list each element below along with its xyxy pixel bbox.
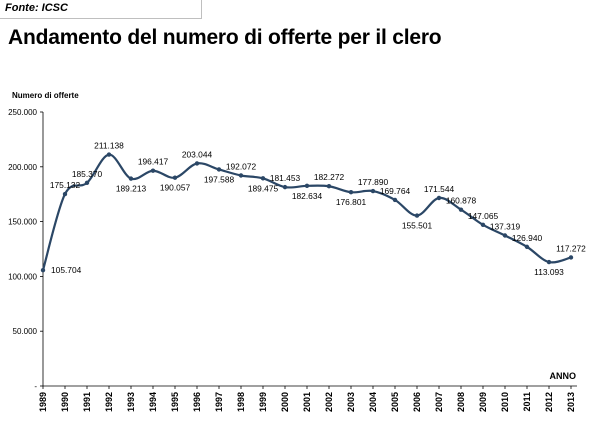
data-point	[524, 244, 530, 250]
data-point	[150, 168, 156, 173]
x-tick-label: 2005	[390, 392, 400, 412]
data-point	[546, 259, 552, 265]
x-tick-label: 1993	[126, 392, 136, 412]
data-point	[326, 184, 332, 189]
data-label: 175.132	[50, 180, 81, 190]
x-tick-label: 2007	[434, 392, 444, 412]
data-label: 137.319	[490, 221, 521, 231]
data-point	[568, 255, 574, 260]
x-tick-label: 1990	[60, 392, 70, 412]
data-label: 190.057	[160, 183, 191, 193]
data-label: 197.588	[204, 174, 235, 184]
data-label: 169.764	[380, 186, 411, 196]
data-label: 185.370	[72, 169, 103, 179]
x-tick-label: 1991	[82, 392, 92, 412]
x-tick-label: 2000	[280, 392, 290, 412]
data-label: 196.417	[138, 157, 169, 167]
data-point	[502, 233, 508, 238]
data-point	[238, 173, 244, 178]
data-point	[282, 184, 288, 190]
data-point	[348, 190, 354, 195]
y-tick-label: -	[34, 382, 37, 391]
data-label: 177.890	[358, 177, 389, 187]
data-point	[480, 222, 486, 228]
data-point	[414, 213, 420, 218]
x-tick-label: 2012	[544, 392, 554, 412]
source-label: Fonte: ICSC	[0, 0, 202, 19]
page-title: Andamento del numero di offerte per il c…	[8, 26, 442, 49]
data-label: 126.940	[512, 233, 543, 243]
data-point	[392, 197, 398, 203]
y-tick-label: 200.000	[8, 163, 37, 172]
y-tick-label: 100.000	[8, 272, 37, 281]
x-tick-label: 2008	[456, 392, 466, 412]
data-point	[62, 191, 68, 197]
x-tick-label: 2009	[478, 392, 488, 412]
data-point	[436, 195, 442, 201]
data-label: 147.065	[468, 211, 499, 221]
data-label: 182.272	[314, 172, 345, 182]
y-axis-title: Numero di offerte	[12, 91, 79, 100]
data-label: 105.704	[51, 265, 82, 275]
data-points	[40, 152, 574, 273]
data-point	[172, 175, 178, 180]
data-point	[84, 180, 90, 186]
data-label: 192.072	[226, 161, 257, 171]
x-tick-label: 1998	[236, 392, 246, 412]
data-label: 181.453	[270, 173, 301, 183]
x-tick-label: 2001	[302, 392, 312, 412]
data-label: 176.801	[336, 197, 367, 207]
y-tick-label: 50.000	[13, 327, 38, 336]
data-point	[216, 167, 222, 172]
x-tick-label: 2013	[566, 392, 576, 412]
data-label: 182.634	[292, 191, 323, 201]
data-label: 113.093	[534, 267, 564, 277]
x-tick-label: 1999	[258, 392, 268, 412]
x-tick-label: 2002	[324, 392, 334, 412]
x-tick-label: 1996	[192, 392, 202, 412]
x-tick-label: 2006	[412, 392, 422, 412]
data-point	[370, 188, 376, 194]
data-label: 155.501	[402, 221, 433, 231]
data-point	[194, 161, 200, 166]
data-label: 189.475	[248, 183, 279, 193]
x-tick-label: 2004	[368, 392, 378, 412]
x-tick-label: 1997	[214, 392, 224, 412]
data-label: 189.213	[116, 184, 147, 194]
x-tick-label: 1994	[148, 392, 158, 412]
data-point	[106, 152, 112, 157]
x-tick-label: 2010	[500, 392, 510, 412]
x-tick-label: 1989	[38, 392, 48, 412]
data-label: 203.044	[182, 149, 213, 159]
data-label: 117.272	[556, 243, 586, 253]
x-tick-label: 2011	[522, 392, 532, 412]
data-point	[128, 176, 134, 181]
x-tick-label: 1995	[170, 392, 180, 412]
data-point	[304, 183, 310, 189]
data-label: 211.138	[94, 141, 124, 151]
data-point	[40, 267, 46, 273]
data-point	[260, 176, 266, 181]
axes: - 50.000 100.000 150.000 200.000 250.000 1989 1…	[8, 108, 577, 412]
data-label: 160.878	[446, 196, 477, 206]
y-tick-label: 250.000	[8, 108, 37, 117]
data-point	[458, 207, 464, 212]
data-label: 171.544	[424, 184, 455, 194]
x-tick-label: 1992	[104, 392, 114, 412]
y-tick-label: 150.000	[8, 218, 37, 227]
x-tick-label: 2003	[346, 392, 356, 412]
x-axis-title: ANNO	[550, 371, 577, 381]
